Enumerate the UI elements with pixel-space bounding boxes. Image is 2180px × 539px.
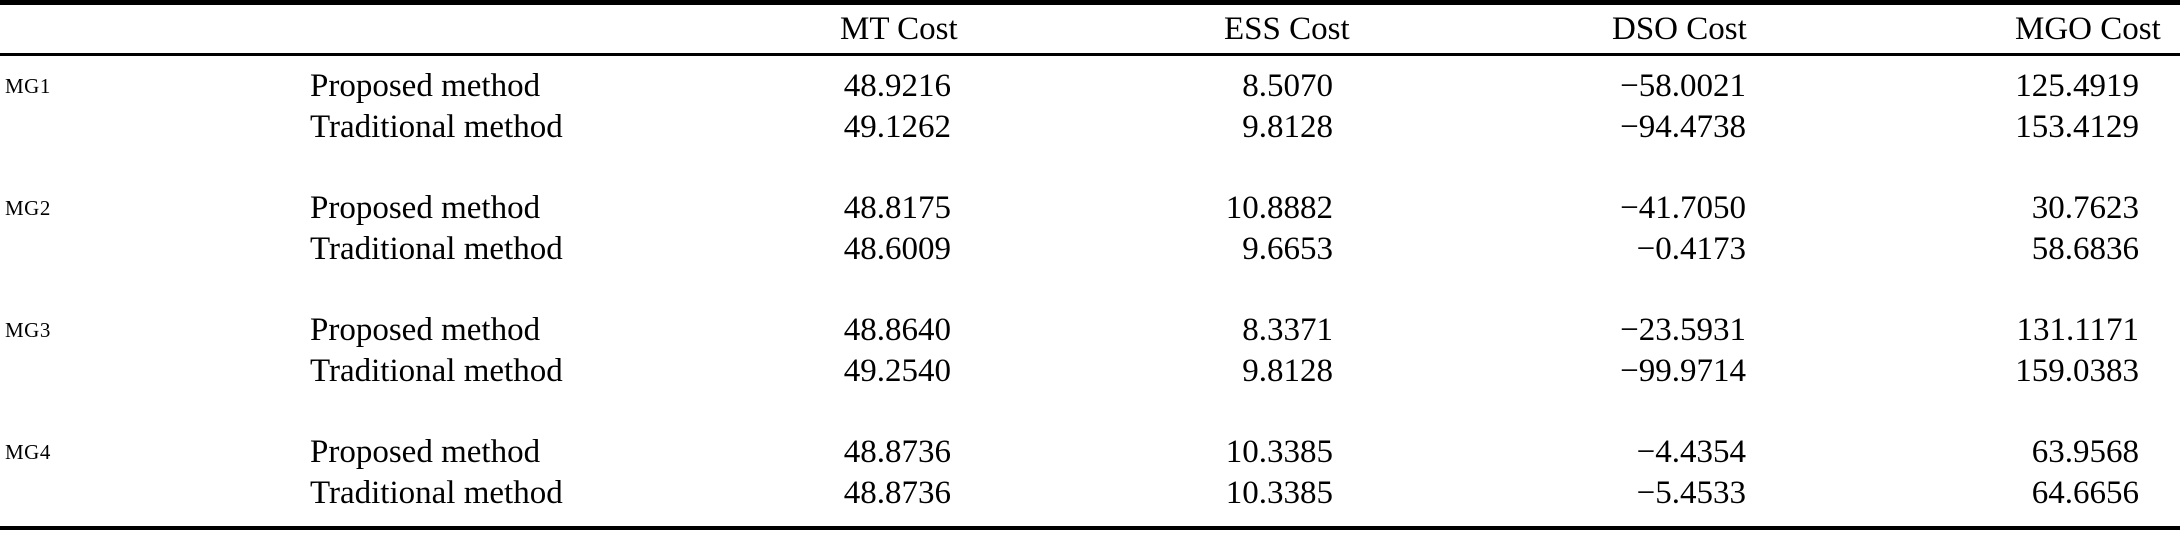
column-header-mt-cost: MT Cost xyxy=(840,2,1224,56)
method-cell: Proposed method xyxy=(310,434,541,470)
table-header-row: MT Cost ESS Cost DSO Cost MGO Cost xyxy=(0,2,2180,56)
column-header-mg xyxy=(0,2,310,56)
dso-cost-value: −58.0021 xyxy=(1620,68,1746,104)
dso-cost-value: −99.9714 xyxy=(1620,353,1746,389)
mt-cost-value: 49.1262 xyxy=(843,109,951,145)
method-cell: Proposed method xyxy=(310,312,541,348)
mg-group-label: MG4 xyxy=(5,440,51,464)
spacer-row xyxy=(0,392,2180,432)
ess-cost-value: 10.8882 xyxy=(1225,190,1333,226)
mgo-cost-value: 125.4919 xyxy=(2015,68,2139,104)
method-cell: Traditional method xyxy=(310,109,563,145)
method-cell: Traditional method xyxy=(310,475,563,511)
column-header-dso-cost: DSO Cost xyxy=(1612,2,2015,56)
column-header-mgo-cost: MGO Cost xyxy=(2015,2,2180,56)
spacer-row xyxy=(0,148,2180,188)
mg-group-label: MG3 xyxy=(5,318,51,342)
ess-cost-value: 10.3385 xyxy=(1225,475,1333,511)
mg-group-label: MG1 xyxy=(5,74,51,98)
method-cell: Traditional method xyxy=(310,231,563,267)
table-row-mg1-traditional: Traditional method 49.1262 9.8128 −94.47… xyxy=(0,107,2180,148)
column-header-ess-cost: ESS Cost xyxy=(1224,2,1612,56)
mg-group-label: MG2 xyxy=(5,196,51,220)
spacer-row xyxy=(0,514,2180,528)
mt-cost-value: 48.8736 xyxy=(843,475,951,511)
mgo-cost-value: 30.7623 xyxy=(2031,190,2139,226)
mt-cost-value: 48.9216 xyxy=(843,68,951,104)
table-row-mg2-traditional: Traditional method 48.6009 9.6653 −0.417… xyxy=(0,229,2180,270)
mt-cost-value: 48.8175 xyxy=(843,190,951,226)
ess-cost-value: 9.6653 xyxy=(1242,231,1333,267)
mg-group-label-empty xyxy=(0,473,310,514)
mt-cost-value: 49.2540 xyxy=(843,353,951,389)
table-row-mg4-proposed: MG4 Proposed method 48.8736 10.3385 −4.4… xyxy=(0,432,2180,473)
ess-cost-value: 9.8128 xyxy=(1242,353,1333,389)
dso-cost-value: −94.4738 xyxy=(1620,109,1746,145)
dso-cost-value: −23.5931 xyxy=(1620,312,1746,348)
table-row-mg2-proposed: MG2 Proposed method 48.8175 10.8882 −41.… xyxy=(0,188,2180,229)
mgo-cost-value: 58.6836 xyxy=(2031,231,2139,267)
mgo-cost-value: 64.6656 xyxy=(2031,475,2139,511)
dso-cost-value: −0.4173 xyxy=(1636,231,1746,267)
spacer-row xyxy=(0,55,2180,67)
method-cell: Proposed method xyxy=(310,190,541,226)
dso-cost-value: −41.7050 xyxy=(1620,190,1746,226)
ess-cost-value: 8.3371 xyxy=(1242,312,1333,348)
table-row-mg1-proposed: MG1 Proposed method 48.9216 8.5070 −58.0… xyxy=(0,66,2180,107)
table-row-mg4-traditional: Traditional method 48.8736 10.3385 −5.45… xyxy=(0,473,2180,514)
dso-cost-value: −5.4533 xyxy=(1636,475,1746,511)
ess-cost-value: 8.5070 xyxy=(1242,68,1333,104)
mt-cost-value: 48.8736 xyxy=(843,434,951,470)
method-cell: Traditional method xyxy=(310,353,563,389)
mt-cost-value: 48.8640 xyxy=(843,312,951,348)
table-row-mg3-traditional: Traditional method 49.2540 9.8128 −99.97… xyxy=(0,351,2180,392)
mt-cost-value: 48.6009 xyxy=(843,231,951,267)
table-row-mg3-proposed: MG3 Proposed method 48.8640 8.3371 −23.5… xyxy=(0,310,2180,351)
mg-group-label-empty xyxy=(0,351,310,392)
column-header-method xyxy=(310,2,840,56)
mgo-cost-value: 159.0383 xyxy=(2015,353,2139,389)
mgo-cost-value: 153.4129 xyxy=(2015,109,2139,145)
mg-group-label-empty xyxy=(0,107,310,148)
mgo-cost-value: 131.1171 xyxy=(2016,312,2139,348)
mg-group-label-empty xyxy=(0,229,310,270)
dso-cost-value: −4.4354 xyxy=(1636,434,1746,470)
spacer-row xyxy=(0,270,2180,310)
mgo-cost-value: 63.9568 xyxy=(2031,434,2139,470)
ess-cost-value: 10.3385 xyxy=(1225,434,1333,470)
ess-cost-value: 9.8128 xyxy=(1242,109,1333,145)
method-cell: Proposed method xyxy=(310,68,541,104)
